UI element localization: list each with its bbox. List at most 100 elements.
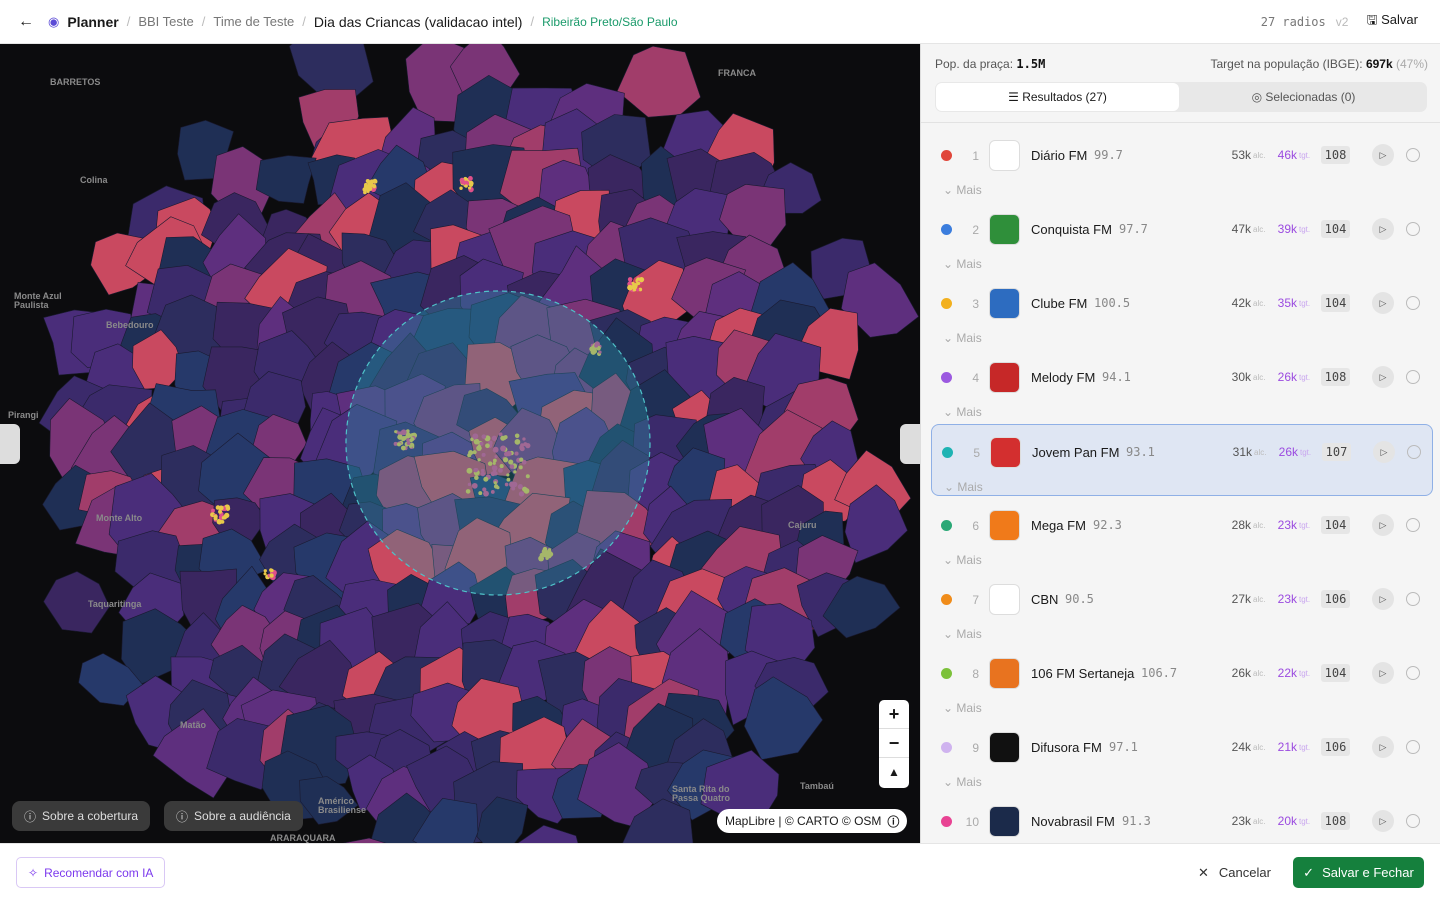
urban-dot bbox=[476, 445, 482, 451]
select-checkbox[interactable] bbox=[1406, 740, 1420, 754]
station-row[interactable]: 7 CBN 90.5 27k alc. 23k tgt. 106 ▷ ⌄ Mais bbox=[931, 572, 1433, 644]
station-row[interactable]: 1 Diário FM 99.7 53k alc. 46k tgt. 108 ▷ ⌄ Mais bbox=[931, 128, 1433, 200]
map-label: Cajuru bbox=[788, 520, 817, 530]
more-toggle[interactable]: ⌄ Mais bbox=[943, 553, 982, 567]
select-checkbox[interactable] bbox=[1406, 518, 1420, 532]
urban-dot bbox=[362, 187, 368, 192]
station-color bbox=[941, 742, 952, 753]
save-close-button[interactable]: ✓ Salvar e Fechar bbox=[1293, 857, 1424, 888]
urban-dot bbox=[493, 484, 499, 489]
station-color bbox=[941, 520, 952, 531]
station-name: Mega FM bbox=[1031, 518, 1086, 533]
station-row[interactable]: 5 Jovem Pan FM 93.1 31k alc. 26k tgt. 107 ▷ ⌄ Mai… bbox=[931, 424, 1433, 496]
urban-dot bbox=[477, 458, 481, 462]
urban-dot bbox=[400, 429, 407, 436]
urban-dot bbox=[519, 446, 525, 452]
play-button[interactable]: ▷ bbox=[1372, 662, 1394, 684]
station-rank: 6 bbox=[972, 519, 979, 533]
tab-results[interactable]: ☰ Resultados (27) bbox=[936, 83, 1179, 111]
station-row[interactable]: 8 106 FM Sertaneja 106.7 26k alc. 22k tgt. 104 ▷… bbox=[931, 646, 1433, 718]
affinity-index: 104 bbox=[1321, 516, 1350, 534]
select-checkbox[interactable] bbox=[1406, 592, 1420, 606]
app-name[interactable]: Planner bbox=[67, 13, 119, 30]
more-toggle[interactable]: ⌄ Mais bbox=[944, 480, 983, 494]
play-button[interactable]: ▷ bbox=[1372, 736, 1394, 758]
region bbox=[152, 708, 236, 799]
select-checkbox[interactable] bbox=[1406, 814, 1420, 828]
coverage-info-button[interactable]: ⓘ Sobre a cobertura bbox=[12, 801, 151, 831]
station-name: Jovem Pan FM bbox=[1032, 445, 1120, 460]
play-button[interactable]: ▷ bbox=[1372, 366, 1394, 388]
save-button[interactable]: 🖫 Salvar bbox=[1366, 11, 1418, 27]
more-toggle[interactable]: ⌄ Mais bbox=[943, 331, 982, 345]
zoom-out[interactable]: − bbox=[879, 729, 909, 758]
more-toggle[interactable]: ⌄ Mais bbox=[943, 183, 982, 197]
station-name: Novabrasil FM bbox=[1031, 814, 1115, 829]
urban-dot bbox=[400, 445, 406, 451]
select-checkbox[interactable] bbox=[1406, 148, 1420, 162]
breadcrumb[interactable]: BBI Teste bbox=[138, 14, 194, 29]
urban-dot bbox=[491, 435, 498, 441]
collapse-handle[interactable] bbox=[0, 424, 20, 464]
affinity-index: 104 bbox=[1321, 294, 1350, 312]
more-toggle[interactable]: ⌄ Mais bbox=[943, 701, 982, 715]
collapse-handle[interactable] bbox=[900, 424, 920, 464]
more-toggle[interactable]: ⌄ Mais bbox=[943, 257, 982, 271]
region bbox=[43, 571, 110, 634]
urban-dot bbox=[513, 470, 517, 474]
map-label: Matão bbox=[180, 720, 207, 730]
recommend-button[interactable]: ✧ Recomendar com IA bbox=[16, 857, 166, 888]
select-checkbox[interactable] bbox=[1406, 666, 1420, 680]
target-value: 46k bbox=[1277, 148, 1297, 162]
reach-value: 28k bbox=[1231, 518, 1251, 532]
reach-unit: alc. bbox=[1253, 299, 1266, 308]
urban-dot bbox=[463, 180, 470, 187]
select-checkbox[interactable] bbox=[1406, 370, 1420, 384]
play-button[interactable]: ▷ bbox=[1372, 514, 1394, 536]
more-toggle[interactable]: ⌄ Mais bbox=[943, 405, 982, 419]
station-frequency: 93.1 bbox=[1126, 445, 1155, 459]
station-rank: 8 bbox=[972, 667, 979, 681]
urban-dot bbox=[525, 474, 530, 479]
station-row[interactable]: 9 Difusora FM 97.1 24k alc. 21k tgt. 106 ▷ ⌄ Mais bbox=[931, 720, 1433, 792]
station-color bbox=[941, 668, 952, 679]
urban-dot bbox=[638, 276, 645, 283]
urban-dot bbox=[483, 490, 489, 497]
compass[interactable]: ▲ bbox=[888, 765, 900, 779]
play-button[interactable]: ▷ bbox=[1373, 441, 1395, 463]
select-checkbox[interactable] bbox=[1406, 222, 1420, 236]
play-button[interactable]: ▷ bbox=[1372, 810, 1394, 832]
affinity-index: 104 bbox=[1321, 664, 1350, 682]
station-color bbox=[941, 594, 952, 605]
station-row[interactable]: 4 Melody FM 94.1 30k alc. 26k tgt. 108 ▷ ⌄ Mais bbox=[931, 350, 1433, 422]
cancel-button[interactable]: ✕ Cancelar bbox=[1198, 864, 1271, 881]
tab-selected[interactable]: ◎ Selecionadas (0) bbox=[1251, 90, 1356, 104]
select-checkbox[interactable] bbox=[1407, 445, 1421, 459]
station-frequency: 100.5 bbox=[1094, 296, 1131, 310]
play-button[interactable]: ▷ bbox=[1372, 218, 1394, 240]
affinity-index: 107 bbox=[1322, 443, 1351, 461]
urban-dot bbox=[490, 471, 496, 477]
play-button[interactable]: ▷ bbox=[1372, 292, 1394, 314]
affinity-index: 104 bbox=[1321, 220, 1350, 238]
play-button[interactable]: ▷ bbox=[1372, 588, 1394, 610]
breadcrumb[interactable]: Time de Teste bbox=[213, 14, 295, 29]
station-row[interactable]: 2 Conquista FM 97.7 47k alc. 39k tgt. 104 ▷ ⌄ Mai… bbox=[931, 202, 1433, 274]
zoom-in[interactable]: + bbox=[879, 700, 909, 729]
more-toggle[interactable]: ⌄ Mais bbox=[943, 775, 982, 789]
back-button[interactable]: ← bbox=[18, 12, 34, 30]
select-checkbox[interactable] bbox=[1406, 296, 1420, 310]
button-label: Sobre a cobertura bbox=[42, 809, 139, 823]
station-name: Difusora FM bbox=[1031, 740, 1102, 755]
breadcrumb: Dia das Criancas (validacao intel) bbox=[313, 13, 523, 30]
more-toggle[interactable]: ⌄ Mais bbox=[943, 627, 982, 641]
audience-info-button[interactable]: ⓘ Sobre a audiência bbox=[164, 801, 303, 831]
urban-dot bbox=[589, 346, 595, 352]
urban-dot bbox=[508, 481, 515, 488]
play-button[interactable]: ▷ bbox=[1372, 144, 1394, 166]
station-row[interactable]: 6 Mega FM 92.3 28k alc. 23k tgt. 104 ▷ ⌄ Mais bbox=[931, 498, 1433, 570]
map[interactable]: BARRETOS FRANCA Colina Monte Azul Paulista B… bbox=[0, 44, 920, 843]
station-logo bbox=[989, 288, 1020, 319]
station-row[interactable]: 3 Clube FM 100.5 42k alc. 35k tgt. 104 ▷ ⌄ Mais bbox=[931, 276, 1433, 348]
